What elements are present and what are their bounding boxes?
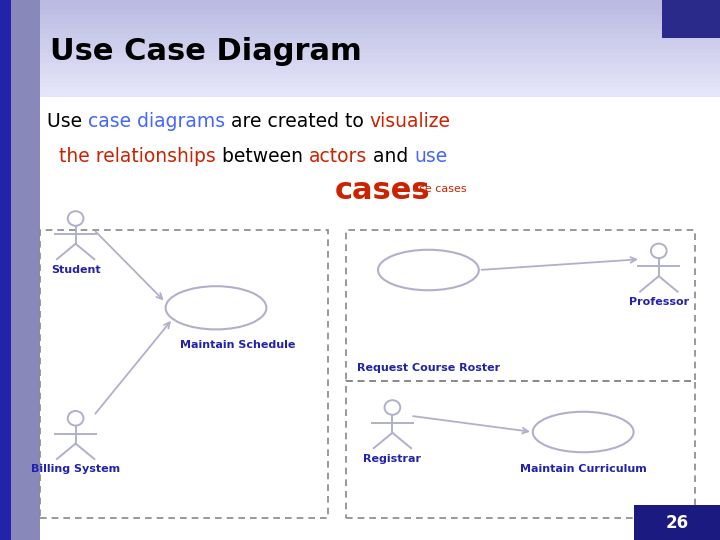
Text: Use Case Diagram: Use Case Diagram [50,37,362,66]
Bar [40,18,720,24]
Bar [40,43,720,49]
Bar [40,33,720,39]
Bar [40,4,720,10]
Bar [40,14,720,19]
Bar [40,230,328,518]
Bar [40,62,720,68]
Bar [346,381,695,518]
Text: the relationships: the relationships [47,147,215,166]
Text: Registrar: Registrar [364,454,421,464]
Bar [662,0,720,38]
Text: use: use [414,147,447,166]
Text: Student: Student [51,265,100,275]
Bar [346,230,695,381]
Text: case diagrams: case diagrams [88,112,225,131]
Bar [0,0,11,540]
Bar [40,48,720,53]
Bar [40,23,720,29]
Bar [40,28,720,34]
Text: and: and [366,147,414,166]
Bar [40,77,720,83]
Bar [40,91,720,97]
Text: between: between [215,147,309,166]
Bar [40,82,720,87]
Bar [40,0,720,5]
Text: 26: 26 [665,514,688,532]
Bar [40,67,720,73]
Bar [40,9,720,15]
Text: Maintain Schedule: Maintain Schedule [180,340,295,350]
Text: actors: actors [309,147,366,166]
Bar [40,57,720,63]
Text: Maintain Curriculum: Maintain Curriculum [520,464,647,475]
Bar [40,52,720,58]
Text: Professor: Professor [629,297,689,307]
Bar [40,38,720,44]
Text: Use: Use [47,112,88,131]
Bar [40,86,720,92]
Bar [40,72,720,78]
Bar [40,97,720,540]
Text: are created to: are created to [225,112,370,131]
Text: Request Course Roster: Request Course Roster [357,362,500,373]
Text: cases: cases [335,176,431,205]
Text: visualize: visualize [370,112,451,131]
Bar [0,0,40,540]
Text: use cases: use cases [412,184,467,194]
Bar [634,505,720,540]
Text: Billing System: Billing System [31,464,120,475]
